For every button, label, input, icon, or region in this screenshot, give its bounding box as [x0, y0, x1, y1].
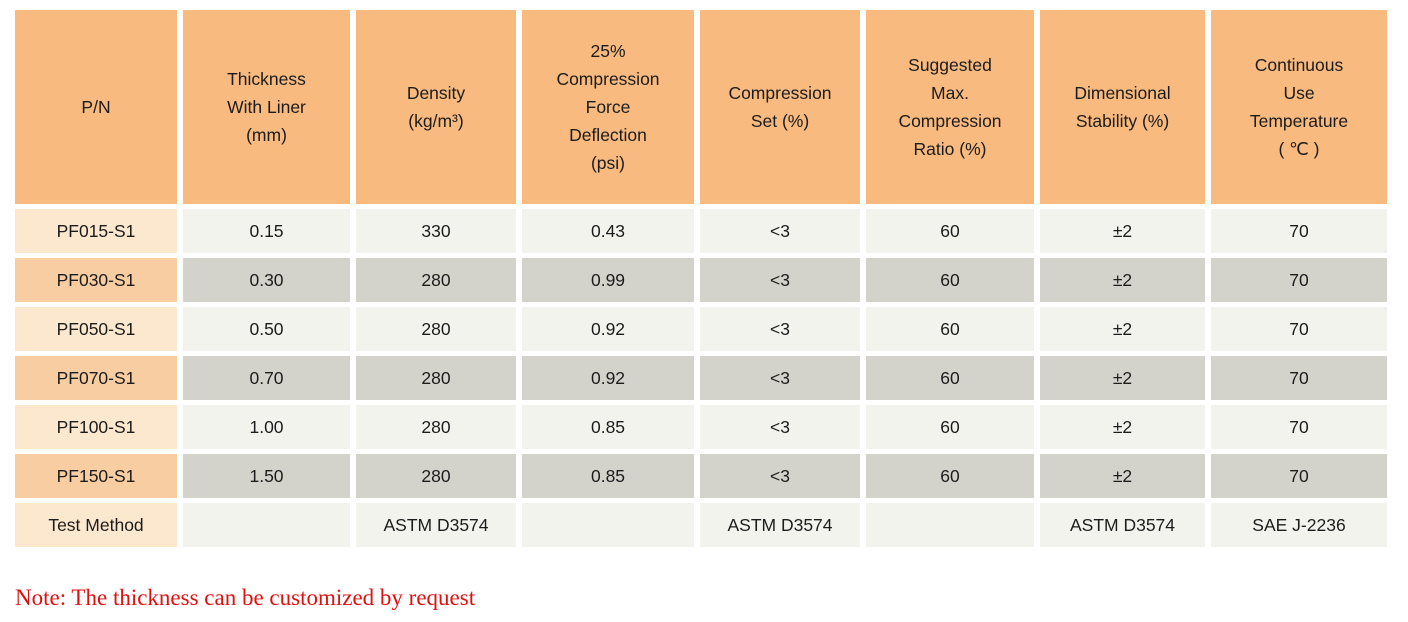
- col-header-compression-force-deflection: 25% Compression Force Deflection (psi): [522, 10, 694, 204]
- col-header-max-compression-ratio: Suggested Max. Compression Ratio (%): [866, 10, 1034, 204]
- page: P/N Thickness With Liner (mm) Density (k…: [0, 5, 1408, 622]
- cell-continuous-use-temperature: 70: [1211, 307, 1387, 351]
- row-pn: PF070-S1: [15, 356, 177, 400]
- table-row-pf015-s1: PF015-S1 0.15 330 0.43 <3 60 ±2 70: [15, 209, 1387, 253]
- cell-compression-set: <3: [700, 307, 860, 351]
- table-row-pf100-s1: PF100-S1 1.00 280 0.85 <3 60 ±2 70: [15, 405, 1387, 449]
- cell-continuous-use-temperature: 70: [1211, 356, 1387, 400]
- cell-dimensional-stability: ASTM D3574: [1040, 503, 1205, 547]
- cell-compression-set: <3: [700, 209, 860, 253]
- cell-compression-set: <3: [700, 356, 860, 400]
- cell-dimensional-stability: ±2: [1040, 405, 1205, 449]
- row-pn: PF100-S1: [15, 405, 177, 449]
- cell-thickness: 1.00: [183, 405, 350, 449]
- cell-continuous-use-temperature: 70: [1211, 258, 1387, 302]
- cell-max-compression-ratio: [866, 503, 1034, 547]
- header-row: P/N Thickness With Liner (mm) Density (k…: [15, 10, 1387, 204]
- row-pn: Test Method: [15, 503, 177, 547]
- cell-thickness: [183, 503, 350, 547]
- col-header-continuous-use-temperature: Continuous Use Temperature ( ℃ ): [1211, 10, 1387, 204]
- row-pn: PF050-S1: [15, 307, 177, 351]
- cell-cfd: 0.85: [522, 454, 694, 498]
- cell-compression-set: <3: [700, 405, 860, 449]
- col-header-dimensional-stability: Dimensional Stability (%): [1040, 10, 1205, 204]
- cell-max-compression-ratio: 60: [866, 258, 1034, 302]
- cell-density: ASTM D3574: [356, 503, 516, 547]
- cell-cfd: 0.92: [522, 356, 694, 400]
- cell-dimensional-stability: ±2: [1040, 307, 1205, 351]
- cell-compression-set: <3: [700, 258, 860, 302]
- cell-thickness: 0.50: [183, 307, 350, 351]
- cell-dimensional-stability: ±2: [1040, 209, 1205, 253]
- cell-continuous-use-temperature: 70: [1211, 405, 1387, 449]
- cell-density: 280: [356, 258, 516, 302]
- col-header-thickness: Thickness With Liner (mm): [183, 10, 350, 204]
- cell-density: 330: [356, 209, 516, 253]
- row-pn: PF015-S1: [15, 209, 177, 253]
- cell-density: 280: [356, 454, 516, 498]
- cell-max-compression-ratio: 60: [866, 454, 1034, 498]
- cell-density: 280: [356, 405, 516, 449]
- col-header-density: Density (kg/m³): [356, 10, 516, 204]
- cell-cfd: 0.85: [522, 405, 694, 449]
- cell-max-compression-ratio: 60: [866, 307, 1034, 351]
- cell-dimensional-stability: ±2: [1040, 454, 1205, 498]
- cell-max-compression-ratio: 60: [866, 356, 1034, 400]
- cell-cfd: 0.43: [522, 209, 694, 253]
- spec-table: P/N Thickness With Liner (mm) Density (k…: [9, 5, 1393, 552]
- cell-compression-set: ASTM D3574: [700, 503, 860, 547]
- table-row-pf150-s1: PF150-S1 1.50 280 0.85 <3 60 ±2 70: [15, 454, 1387, 498]
- table-row-test-method: Test Method ASTM D3574 ASTM D3574 ASTM D…: [15, 503, 1387, 547]
- cell-max-compression-ratio: 60: [866, 405, 1034, 449]
- customization-note: Note: The thickness can be customized by…: [15, 585, 476, 610]
- table-row-pf030-s1: PF030-S1 0.30 280 0.99 <3 60 ±2 70: [15, 258, 1387, 302]
- cell-compression-set: <3: [700, 454, 860, 498]
- table-row-pf050-s1: PF050-S1 0.50 280 0.92 <3 60 ±2 70: [15, 307, 1387, 351]
- cell-dimensional-stability: ±2: [1040, 258, 1205, 302]
- row-pn: PF150-S1: [15, 454, 177, 498]
- cell-continuous-use-temperature: SAE J-2236: [1211, 503, 1387, 547]
- cell-continuous-use-temperature: 70: [1211, 209, 1387, 253]
- cell-thickness: 0.30: [183, 258, 350, 302]
- col-header-pn: P/N: [15, 10, 177, 204]
- cell-cfd: 0.99: [522, 258, 694, 302]
- cell-cfd: [522, 503, 694, 547]
- cell-density: 280: [356, 307, 516, 351]
- cell-thickness: 1.50: [183, 454, 350, 498]
- cell-dimensional-stability: ±2: [1040, 356, 1205, 400]
- cell-cfd: 0.92: [522, 307, 694, 351]
- cell-continuous-use-temperature: 70: [1211, 454, 1387, 498]
- col-header-compression-set: Compression Set (%): [700, 10, 860, 204]
- cell-max-compression-ratio: 60: [866, 209, 1034, 253]
- cell-thickness: 0.70: [183, 356, 350, 400]
- row-pn: PF030-S1: [15, 258, 177, 302]
- cell-thickness: 0.15: [183, 209, 350, 253]
- table-row-pf070-s1: PF070-S1 0.70 280 0.92 <3 60 ±2 70: [15, 356, 1387, 400]
- cell-density: 280: [356, 356, 516, 400]
